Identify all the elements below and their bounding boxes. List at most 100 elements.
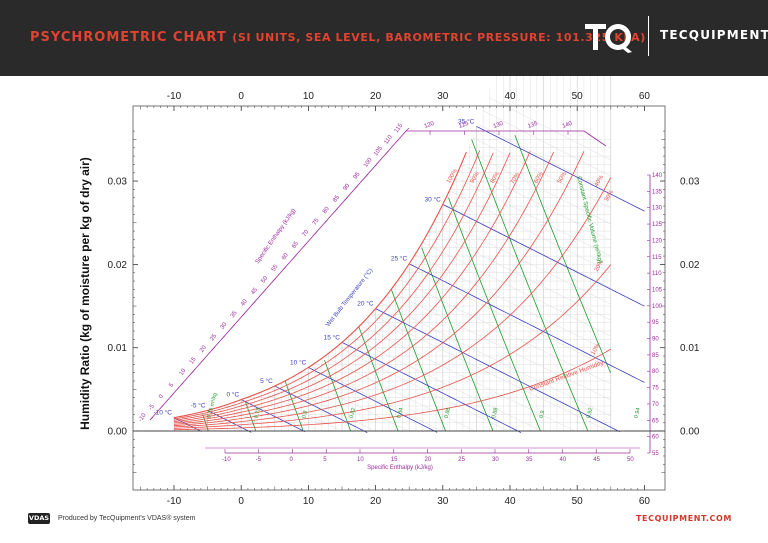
specific-volume-label: 0.86 (444, 407, 452, 419)
enthalpy-bottom-scale-label: 20 (425, 457, 432, 463)
enthalpy-left-scale-label: 75 (312, 217, 321, 226)
enthalpy-right-scale-label: 70 (652, 402, 659, 408)
enthalpy-line (382, 303, 611, 417)
enthalpy-right-scale-label: 120 (652, 238, 663, 244)
enthalpy-left-scale-tick (364, 174, 369, 178)
x-tick-label-top: 50 (572, 91, 584, 102)
enthalpy-line (483, 110, 611, 177)
wet-bulb-line (341, 341, 522, 433)
enthalpy-right-scale-label: 65 (652, 418, 659, 424)
enthalpy-right-scale-label: 55 (652, 451, 659, 457)
enthalpy-left-scale-tick (303, 243, 307, 247)
x-tick-label-bottom: 0 (238, 496, 244, 506)
rh-label: 100% (446, 168, 459, 185)
enthalpy-left-scale-label: -10 (138, 412, 148, 423)
enthalpy-line (372, 314, 608, 431)
enthalpy-left-scale-tick (190, 370, 195, 374)
enthalpy-left-scale-label: 95 (353, 171, 362, 180)
logo-divider (648, 16, 649, 56)
y-tick-label-right: 0.01 (680, 343, 700, 354)
x-tick-label-bottom: 40 (504, 496, 516, 506)
enthalpy-left-title: Specific Enthalpy (kJ/kg) (255, 208, 298, 265)
enthalpy-bottom-scale-label: 50 (627, 457, 634, 463)
enthalpy-left-scale-label: 70 (302, 229, 311, 238)
rh-curve-50 (173, 151, 555, 425)
enthalpy-left-scale-tick (200, 358, 205, 363)
wet-bulb-label: 10 °C (290, 358, 307, 366)
rh-label: 80% (490, 171, 502, 185)
rh-curve-70 (173, 152, 511, 423)
enthalpy-left-scale-label: 25 (209, 333, 218, 342)
enthalpy-right-scale-label: 105 (652, 287, 663, 293)
rh-label: 40% (594, 174, 606, 188)
enthalpy-left-scale-tick (211, 347, 215, 351)
rh-curve-80 (173, 152, 494, 421)
wet-bulb-line (409, 263, 645, 383)
specific-volume-line (448, 197, 541, 432)
enthalpy-left-scale-tick (385, 150, 389, 155)
enthalpy-right-scale-label: 95 (652, 320, 659, 326)
y-tick-label-right: 0.03 (680, 177, 700, 188)
enthalpy-top-scale-label: 125 (458, 121, 470, 130)
enthalpy-left-scale-label: 50 (261, 275, 270, 284)
enthalpy-left-scale-tick (282, 266, 287, 270)
enthalpy-top-scale-label: 140 (562, 121, 574, 130)
produced-by-text: Produced by TecQuipment's VDAS® system (58, 515, 196, 522)
wet-bulb-legend-label: Wet Bulb Temperature (°C) (325, 268, 374, 328)
enthalpy-bottom-scale-label: 15 (391, 457, 398, 463)
enthalpy-line (399, 279, 611, 385)
enthalpy-line (462, 164, 611, 241)
enthalpy-line (432, 230, 611, 321)
enthalpy-left-scale-tick (149, 416, 154, 421)
enthalpy-left-scale-tick (241, 312, 246, 317)
enthalpy-right-scale-label: 115 (652, 255, 662, 261)
wet-bulb-label: 0 °C (226, 391, 239, 399)
enthalpy-left-scale-tick (334, 208, 338, 213)
header-bar: PSYCHROMETRIC CHART (SI UNITS, SEA LEVEL… (0, 0, 768, 76)
enthalpy-left-scale-label: 55 (271, 263, 280, 272)
enthalpy-left-scale-label: 0 (158, 393, 165, 400)
enthalpy-right-scale-label: 75 (652, 386, 659, 392)
specific-volume-label: 0.94 (633, 407, 641, 419)
x-tick-label-top: 0 (238, 91, 244, 102)
specific-volume-line (245, 401, 257, 432)
enthalpy-scale-connector (583, 130, 607, 147)
rh-curve-100 (173, 151, 467, 419)
enthalpy-left-scale-tick (354, 185, 359, 190)
plot-frame (132, 105, 666, 491)
enthalpy-left-scale-tick (293, 254, 297, 259)
rh-label: 30% (604, 189, 616, 203)
enthalpy-left-scale-tick (405, 127, 410, 132)
enthalpy-left-scale-tick (375, 162, 379, 166)
enthalpy-right-scale-label: 90 (652, 337, 659, 343)
enthalpy-line (392, 291, 611, 401)
x-tick-label-top: 20 (370, 91, 382, 102)
rh-curve-10 (173, 348, 612, 431)
website-link[interactable]: TECQUIPMENT.COM (636, 514, 732, 523)
enthalpy-line (298, 376, 406, 431)
enthalpy-left-scale-tick (313, 231, 318, 236)
enthalpy-line (415, 254, 611, 353)
wet-bulb-line (308, 367, 438, 433)
enthalpy-right-scale-label: 110 (652, 271, 662, 277)
rh-curve-60 (173, 151, 531, 424)
x-tick-label-bottom: 50 (572, 496, 584, 506)
vdas-badge: VDAS (28, 513, 50, 524)
rh-curve-90 (173, 150, 481, 420)
enthalpy-bottom-scale-label: 25 (458, 457, 465, 463)
enthalpy-left-scale-tick (252, 301, 256, 305)
enthalpy-line (446, 205, 611, 289)
enthalpy-line (281, 384, 373, 430)
enthalpy-line (409, 267, 611, 369)
specific-volume-line (324, 360, 352, 432)
enthalpy-bottom-scale-label: 10 (357, 457, 364, 463)
specific-volume-label: 0.92 (586, 407, 594, 419)
rh-curve-30 (173, 177, 612, 428)
enthalpy-left-scale-label: 15 (189, 356, 198, 365)
y-tick-label-left: 0.01 (108, 343, 128, 354)
x-tick-label-bottom: -10 (167, 496, 182, 506)
wet-bulb-label: -5 °C (191, 401, 206, 409)
enthalpy-left-scale-label: 110 (383, 134, 394, 146)
enthalpy-left-scale-label: 65 (291, 240, 300, 249)
